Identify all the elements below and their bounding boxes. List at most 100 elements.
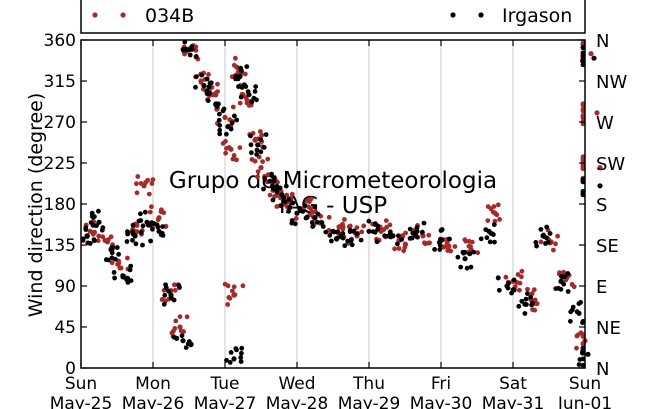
data-point (227, 295, 233, 301)
y-tick-label: 135 (44, 236, 76, 256)
data-point (138, 218, 144, 223)
data-point (149, 181, 155, 186)
data-point (95, 238, 101, 244)
legend-marker-irgason (450, 12, 456, 18)
compass-label: NW (596, 72, 627, 93)
data-point (204, 91, 210, 97)
data-point (414, 225, 420, 230)
data-point (591, 55, 597, 61)
x-tick-label-date: Jun-01 (557, 394, 612, 409)
data-point (314, 219, 320, 225)
data-point (112, 275, 117, 281)
data-point (234, 157, 239, 163)
data-point (511, 277, 517, 283)
data-point (580, 50, 586, 56)
data-point (248, 133, 253, 139)
data-point (330, 228, 336, 234)
data-point (370, 229, 376, 235)
data-point (173, 318, 179, 324)
data-point (538, 239, 544, 245)
data-point (354, 231, 360, 237)
data-point (336, 224, 342, 230)
legend-entry-034b[interactable]: 034B (92, 5, 194, 27)
data-point (553, 241, 558, 247)
data-point (111, 270, 117, 275)
compass-label: N (596, 31, 609, 52)
data-point (116, 251, 121, 257)
watermark: Grupo de Micrometeorologia IAG - USP (169, 168, 497, 219)
data-point (437, 247, 443, 252)
data-point (147, 209, 153, 215)
x-axis-ticks: SunMay-25MonMay-26TueMay-27WedMay-28ThuM… (50, 40, 612, 409)
data-point (515, 272, 521, 277)
data-point (306, 204, 312, 210)
data-point (125, 255, 130, 261)
data-point (342, 217, 347, 222)
data-point (289, 191, 295, 197)
data-point (267, 178, 273, 184)
data-point (523, 296, 529, 302)
data-point (252, 158, 258, 164)
data-point (261, 186, 266, 192)
data-point (421, 220, 427, 226)
data-point (444, 242, 450, 248)
data-point (125, 229, 130, 235)
data-point (300, 209, 306, 214)
data-point (237, 73, 243, 79)
data-point (274, 193, 279, 198)
data-point (340, 235, 346, 241)
data-point (455, 254, 461, 260)
data-point (114, 245, 120, 250)
data-point (271, 186, 276, 192)
data-point (140, 242, 145, 248)
data-point (525, 291, 530, 296)
data-point (522, 301, 528, 307)
data-point (160, 224, 166, 230)
data-point (358, 237, 364, 243)
data-point (140, 223, 146, 229)
data-point (222, 114, 228, 120)
data-point (177, 285, 182, 290)
data-point (224, 131, 229, 137)
data-point (162, 292, 168, 298)
data-point (390, 233, 396, 239)
data-point (580, 102, 586, 108)
data-point (297, 205, 302, 211)
data-point (246, 92, 252, 98)
data-point (373, 221, 378, 227)
data-point (516, 303, 522, 309)
data-point (576, 310, 582, 316)
data-point (402, 241, 408, 247)
data-point (420, 233, 426, 239)
data-point (255, 174, 260, 180)
data-point (447, 236, 452, 242)
data-point (279, 192, 285, 198)
data-point (519, 274, 524, 280)
data-point (142, 209, 148, 215)
data-point (565, 271, 571, 276)
data-point (504, 283, 510, 289)
data-point (277, 185, 283, 191)
data-point (258, 129, 263, 134)
data-point (117, 265, 123, 271)
data-point (585, 351, 591, 357)
data-point (326, 214, 332, 220)
data-point (204, 76, 210, 82)
data-point (231, 356, 237, 362)
data-point (127, 267, 133, 273)
data-point (478, 236, 484, 242)
data-point (290, 200, 296, 206)
data-point (222, 281, 228, 287)
data-point (225, 124, 231, 130)
data-point (580, 53, 586, 59)
data-point (259, 132, 265, 138)
legend-label-irgason: Irgason (502, 5, 572, 27)
data-point (158, 209, 164, 215)
data-point (422, 241, 428, 247)
data-point (182, 39, 188, 45)
legend-entry-irgason[interactable]: Irgason (450, 5, 572, 27)
data-point (230, 104, 236, 110)
data-point (312, 204, 318, 210)
data-point (497, 217, 502, 222)
data-point (172, 287, 178, 293)
